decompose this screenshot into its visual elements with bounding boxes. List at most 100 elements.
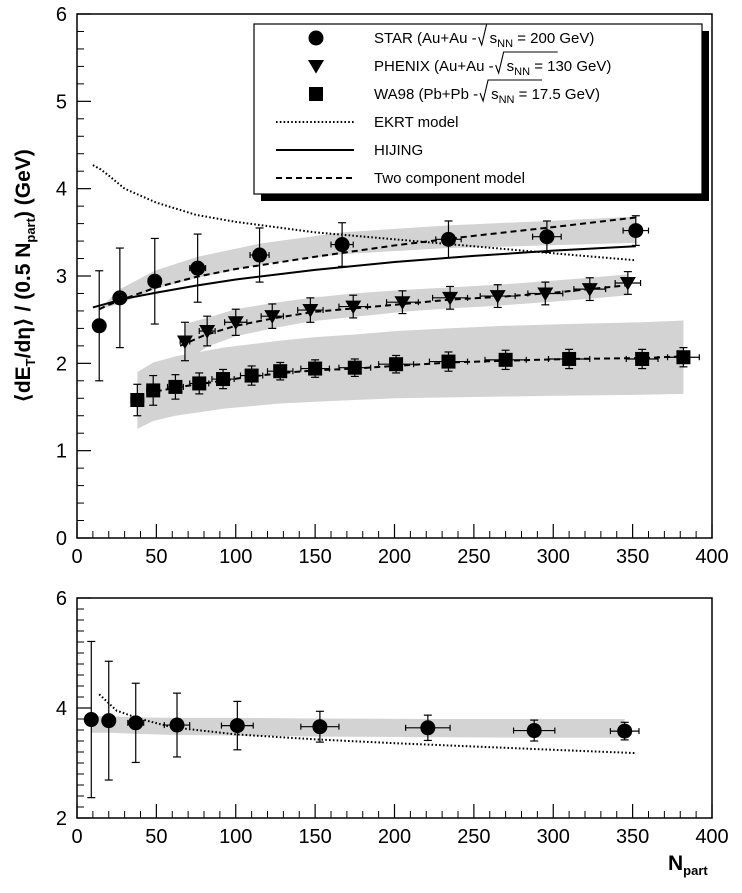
legend-label-sqrt: sNN = 200 GeV) (490, 30, 595, 50)
data-point-circle (101, 713, 117, 729)
legend-label: WA98 (Pb+Pb - (374, 86, 478, 103)
data-point-triangle-down (302, 304, 319, 318)
x-axis-title: Npart (668, 852, 708, 878)
x-tick-label: 0 (71, 826, 82, 848)
y-tick-label: 6 (56, 588, 67, 610)
data-point-square (562, 351, 577, 366)
legend-marker-circle (308, 30, 324, 46)
x-tick-label: 200 (378, 546, 411, 568)
axis-titles: ⟨dET/dη⟩ / (0.5 Npart) (GeV) Npart (12, 149, 708, 878)
data-point-triangle-down (176, 335, 193, 350)
x-tick-label: 350 (616, 546, 649, 568)
data-point-circle (312, 719, 328, 735)
sqrt-sign (478, 23, 541, 47)
legend-box (253, 23, 703, 195)
data-point-square (389, 357, 404, 372)
x-tick-label: 100 (219, 826, 252, 848)
legend-label: Two component model (374, 170, 525, 187)
sqrt-sign (495, 51, 558, 75)
data-point-circle (112, 290, 128, 306)
data-point-circle (628, 223, 644, 239)
data-point-square (168, 379, 183, 394)
legend-marker-triangle-down (308, 60, 324, 74)
x-tick-label: 150 (298, 826, 331, 848)
data-point-triangle-down (537, 287, 554, 302)
legend-label: STAR (Au+Au - (374, 30, 477, 47)
data-point-square (273, 364, 288, 379)
x-tick-label: 50 (145, 826, 167, 848)
plot-frame (76, 597, 713, 819)
x-tick-label: 400 (695, 826, 728, 848)
x-tick-label: 200 (378, 826, 411, 848)
data-point-triangle-down (394, 296, 411, 310)
bottom-panel: 0 50 100 150 200 250 300 350 400 2 4 6 (56, 588, 729, 848)
x-tick-label: 100 (219, 546, 252, 568)
x-tick-label: 400 (695, 546, 728, 568)
model-line-phenix-two-component (179, 283, 633, 347)
data-point-square (635, 351, 650, 366)
y-tick-label: 4 (56, 698, 67, 720)
data-point-circle (91, 318, 107, 334)
data-point-circle (147, 273, 163, 289)
data-point-square (498, 352, 513, 367)
systematic-band-0 (99, 216, 636, 310)
data-point-triangle-down (199, 325, 216, 339)
legend-label-sqrt: sNN = 17.5 GeV) (491, 86, 600, 106)
data-point-triangle-down (619, 276, 636, 291)
top-panel: 0 50 100 150 200 250 300 350 400 0 1 2 3 4 5 6 (56, 4, 729, 568)
data-point-circle (420, 720, 436, 736)
x-tick-label: 250 (457, 826, 490, 848)
data-point-circle (128, 715, 144, 731)
data-point-circle (252, 247, 268, 263)
data-point-triangle-down (264, 310, 281, 324)
data-point-circle (229, 718, 245, 734)
x-tick-label: 50 (145, 546, 167, 568)
y-tick-label: 5 (56, 91, 67, 113)
x-tick-label: 350 (616, 826, 649, 848)
systematic-band-0 (91, 716, 625, 738)
data-point-square (347, 360, 362, 375)
data-point-square (216, 372, 231, 387)
legend-label: HIJING (374, 142, 423, 159)
x-tick-label: 0 (71, 546, 82, 568)
data-point-square (308, 361, 323, 376)
data-point-square (146, 383, 161, 398)
data-point-triangle-down (442, 291, 459, 306)
data-point-circle (526, 723, 542, 739)
sqrt-sign (479, 79, 543, 103)
data-point-triangle-down (345, 300, 362, 315)
y-tick-label: 2 (56, 808, 67, 830)
data-point-triangle-down (581, 283, 598, 297)
data-point-circle (190, 260, 206, 276)
data-point-square (130, 393, 145, 408)
x-tick-label: 300 (537, 826, 570, 848)
y-tick-label: 3 (56, 266, 67, 288)
y-tick-label: 6 (56, 4, 67, 26)
legend-label-sqrt: sNN = 130 GeV) (507, 58, 612, 78)
x-tick-label: 300 (537, 546, 570, 568)
data-point-triangle-down (489, 290, 506, 304)
data-point-circle (334, 237, 350, 253)
x-tick-label: 150 (298, 546, 331, 568)
data-point-square (441, 354, 456, 369)
data-point-circle (83, 712, 99, 728)
data-point-triangle-down (227, 316, 244, 330)
y-tick-label: 1 (56, 441, 67, 463)
y-tick-label: 4 (56, 179, 67, 201)
data-point-circle (169, 717, 185, 733)
x-tick-label: 250 (457, 546, 490, 568)
data-point-circle (617, 723, 633, 739)
data-point-square (244, 368, 259, 383)
data-point-circle (539, 229, 555, 245)
systematic-band-2 (137, 320, 684, 429)
legend-label: PHENIX (Au+Au - (374, 58, 494, 75)
data-point-circle (440, 231, 456, 247)
y-axis-title: ⟨dET/dη⟩ / (0.5 Npart) (GeV) (12, 149, 38, 403)
legend-label: EKRT model (374, 114, 459, 131)
legend-marker-square (309, 87, 323, 101)
data-point-square (192, 376, 207, 391)
y-tick-label: 0 (56, 528, 67, 550)
y-tick-label: 2 (56, 353, 67, 375)
